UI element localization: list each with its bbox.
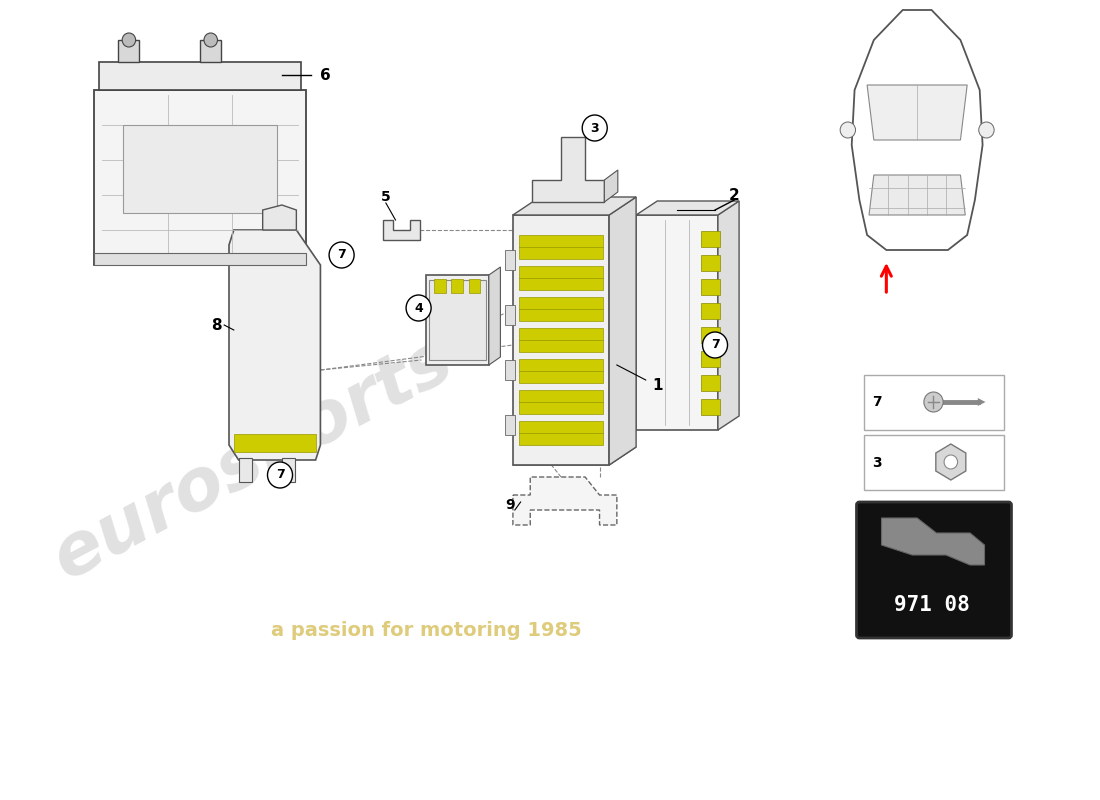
Bar: [200, 40, 221, 62]
Bar: [701, 279, 719, 295]
Bar: [427, 275, 488, 365]
Text: 7: 7: [711, 338, 719, 351]
Polygon shape: [513, 215, 609, 465]
Bar: [865, 435, 1004, 490]
Text: 971 08: 971 08: [893, 595, 969, 615]
Text: 9: 9: [505, 498, 515, 512]
Polygon shape: [867, 85, 967, 140]
Polygon shape: [229, 230, 320, 460]
Bar: [519, 328, 604, 352]
Polygon shape: [851, 10, 982, 250]
Circle shape: [267, 462, 293, 488]
Circle shape: [703, 332, 727, 358]
Bar: [701, 231, 719, 247]
Text: 2: 2: [729, 187, 739, 202]
Text: 8: 8: [211, 318, 222, 333]
Text: 6: 6: [320, 67, 331, 82]
Bar: [519, 421, 604, 445]
Bar: [701, 399, 719, 415]
Bar: [95, 90, 306, 265]
Circle shape: [924, 392, 943, 412]
Polygon shape: [604, 170, 618, 202]
Circle shape: [979, 122, 994, 138]
Text: 3: 3: [872, 456, 881, 470]
Bar: [505, 305, 515, 325]
Polygon shape: [488, 267, 501, 365]
Bar: [505, 360, 515, 380]
Polygon shape: [978, 398, 986, 406]
Bar: [234, 434, 316, 452]
FancyArrowPatch shape: [881, 266, 891, 292]
Bar: [519, 266, 604, 290]
Text: 1: 1: [652, 378, 662, 393]
Text: 4: 4: [415, 302, 424, 314]
Polygon shape: [609, 197, 636, 465]
Polygon shape: [532, 137, 604, 202]
Bar: [434, 279, 446, 293]
Circle shape: [122, 33, 135, 47]
FancyBboxPatch shape: [857, 502, 1012, 638]
Text: 7: 7: [338, 249, 346, 262]
Bar: [282, 458, 296, 482]
Polygon shape: [881, 518, 984, 565]
Bar: [505, 415, 515, 435]
Bar: [99, 62, 301, 90]
Bar: [95, 253, 306, 265]
Polygon shape: [636, 201, 739, 215]
Bar: [123, 125, 277, 213]
Polygon shape: [513, 477, 617, 525]
Bar: [519, 297, 604, 321]
Text: 3: 3: [591, 122, 600, 134]
Polygon shape: [383, 220, 419, 240]
Polygon shape: [869, 175, 966, 215]
Circle shape: [329, 242, 354, 268]
Bar: [519, 390, 604, 414]
Text: 5: 5: [381, 190, 390, 204]
Circle shape: [582, 115, 607, 141]
Bar: [119, 40, 140, 62]
Bar: [701, 351, 719, 367]
Text: a passion for motoring 1985: a passion for motoring 1985: [271, 621, 582, 639]
Bar: [451, 279, 463, 293]
Text: 7: 7: [872, 395, 881, 409]
Polygon shape: [513, 447, 636, 465]
Text: eurosports: eurosports: [41, 326, 465, 594]
Polygon shape: [263, 205, 296, 230]
Bar: [429, 280, 486, 360]
Polygon shape: [636, 215, 718, 430]
Bar: [701, 375, 719, 391]
Bar: [865, 375, 1004, 430]
Bar: [701, 327, 719, 343]
Bar: [239, 458, 252, 482]
Bar: [469, 279, 481, 293]
Polygon shape: [718, 201, 739, 430]
Circle shape: [944, 455, 958, 469]
Circle shape: [406, 295, 431, 321]
Circle shape: [840, 122, 856, 138]
Bar: [519, 235, 604, 259]
Bar: [701, 303, 719, 319]
Bar: [519, 359, 604, 383]
Polygon shape: [513, 197, 636, 215]
Bar: [701, 255, 719, 271]
Text: 7: 7: [276, 469, 285, 482]
Circle shape: [204, 33, 218, 47]
Bar: [505, 250, 515, 270]
Polygon shape: [936, 444, 966, 480]
